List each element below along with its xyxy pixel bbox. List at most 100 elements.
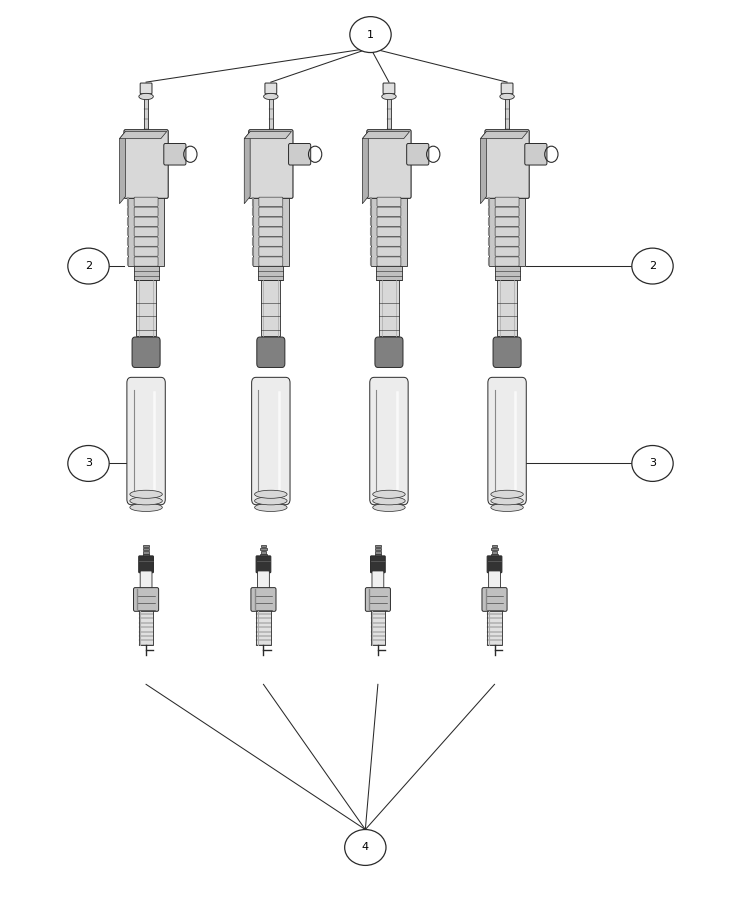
Polygon shape (480, 131, 486, 203)
FancyBboxPatch shape (139, 556, 153, 572)
Ellipse shape (373, 491, 405, 499)
Bar (260, 554, 267, 557)
FancyBboxPatch shape (377, 227, 401, 237)
FancyBboxPatch shape (488, 377, 526, 505)
FancyBboxPatch shape (407, 143, 429, 165)
Bar (370, 609, 385, 644)
FancyBboxPatch shape (501, 83, 513, 94)
Text: 2: 2 (649, 261, 656, 271)
FancyBboxPatch shape (482, 588, 507, 611)
Bar (494, 266, 519, 280)
Polygon shape (245, 131, 250, 203)
Ellipse shape (632, 446, 673, 482)
Bar (144, 544, 149, 547)
Bar (261, 544, 266, 547)
FancyBboxPatch shape (377, 207, 401, 216)
FancyBboxPatch shape (259, 227, 283, 237)
Ellipse shape (632, 248, 673, 284)
Ellipse shape (68, 446, 109, 482)
Bar (387, 98, 391, 181)
FancyBboxPatch shape (252, 377, 290, 505)
FancyBboxPatch shape (495, 217, 519, 226)
Ellipse shape (491, 503, 523, 511)
FancyBboxPatch shape (249, 130, 293, 198)
Ellipse shape (130, 497, 162, 505)
FancyBboxPatch shape (256, 556, 271, 572)
Polygon shape (362, 131, 410, 139)
Ellipse shape (382, 94, 396, 100)
Ellipse shape (491, 491, 523, 499)
Ellipse shape (68, 248, 109, 284)
FancyBboxPatch shape (134, 237, 158, 247)
FancyBboxPatch shape (377, 237, 401, 247)
FancyBboxPatch shape (259, 247, 283, 256)
Bar (492, 544, 497, 547)
Ellipse shape (130, 491, 162, 499)
Bar (379, 280, 399, 336)
Bar (487, 609, 502, 644)
FancyBboxPatch shape (259, 217, 283, 226)
FancyBboxPatch shape (377, 247, 401, 256)
FancyBboxPatch shape (377, 197, 401, 206)
Ellipse shape (264, 94, 278, 100)
FancyBboxPatch shape (140, 571, 152, 590)
Bar (259, 266, 283, 280)
FancyBboxPatch shape (525, 143, 547, 165)
Bar (375, 544, 381, 547)
FancyBboxPatch shape (493, 337, 521, 367)
Text: 3: 3 (85, 458, 92, 469)
Bar (489, 196, 525, 266)
FancyBboxPatch shape (265, 83, 276, 94)
Bar (136, 280, 156, 336)
FancyBboxPatch shape (134, 256, 158, 266)
Bar (376, 266, 402, 280)
Ellipse shape (500, 94, 514, 100)
FancyBboxPatch shape (259, 237, 283, 247)
Ellipse shape (345, 830, 386, 866)
Ellipse shape (255, 491, 287, 499)
FancyBboxPatch shape (134, 247, 158, 256)
FancyBboxPatch shape (134, 227, 158, 237)
FancyBboxPatch shape (377, 217, 401, 226)
FancyBboxPatch shape (134, 207, 158, 216)
FancyBboxPatch shape (372, 571, 384, 590)
Polygon shape (119, 131, 167, 139)
Polygon shape (362, 131, 368, 203)
Bar (133, 266, 159, 280)
FancyBboxPatch shape (370, 556, 385, 572)
FancyBboxPatch shape (259, 256, 283, 266)
Bar (491, 554, 498, 557)
Bar (375, 551, 381, 554)
Bar (144, 551, 149, 554)
Bar (371, 196, 407, 266)
FancyBboxPatch shape (495, 197, 519, 206)
FancyBboxPatch shape (124, 130, 168, 198)
Bar (374, 548, 381, 551)
Bar (253, 196, 288, 266)
Bar (262, 280, 280, 336)
Bar (139, 609, 153, 644)
Bar (374, 554, 381, 557)
Bar (256, 609, 271, 644)
Ellipse shape (491, 497, 523, 505)
FancyBboxPatch shape (377, 256, 401, 266)
Text: 1: 1 (367, 30, 374, 40)
Bar (492, 551, 497, 554)
Bar (505, 98, 509, 181)
FancyBboxPatch shape (164, 143, 186, 165)
Polygon shape (245, 131, 291, 139)
FancyBboxPatch shape (133, 588, 159, 611)
FancyBboxPatch shape (495, 247, 519, 256)
FancyBboxPatch shape (487, 556, 502, 572)
FancyBboxPatch shape (495, 237, 519, 247)
Bar (128, 196, 164, 266)
FancyBboxPatch shape (495, 207, 519, 216)
FancyBboxPatch shape (383, 83, 395, 94)
FancyBboxPatch shape (140, 83, 152, 94)
FancyBboxPatch shape (258, 571, 270, 590)
Text: 2: 2 (85, 261, 92, 271)
FancyBboxPatch shape (259, 207, 283, 216)
FancyBboxPatch shape (134, 197, 158, 206)
Bar (491, 548, 498, 551)
Ellipse shape (255, 497, 287, 505)
